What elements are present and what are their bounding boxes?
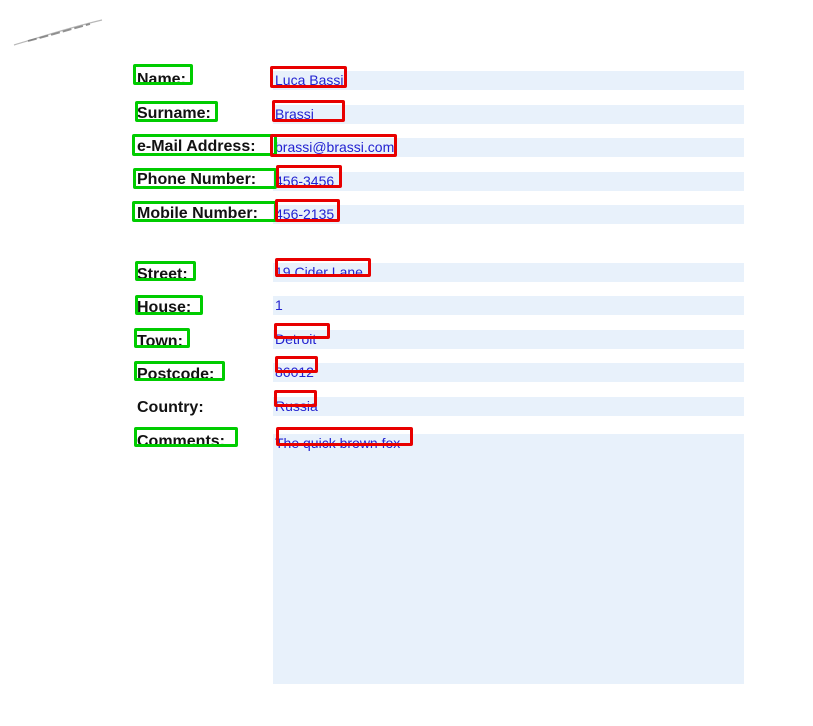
street-label: Street: <box>137 266 188 283</box>
mobile-label: Mobile Number: <box>137 205 258 222</box>
country-input[interactable]: Russia <box>273 396 744 416</box>
phone-label: Phone Number: <box>137 171 257 188</box>
mobile-value: 456-2135 <box>275 206 335 222</box>
street-value: 19 Cider Lane <box>275 263 363 280</box>
house-value: 1 <box>275 297 283 313</box>
surname-input[interactable]: Brassi <box>273 104 744 124</box>
town-value: Detroit <box>275 330 317 347</box>
house-label: House: <box>137 299 192 316</box>
surname-label: Surname: <box>137 105 211 122</box>
name-value: Luca Bassi <box>275 72 344 88</box>
comments-value: The quick brown fox <box>275 434 401 451</box>
postcode-input[interactable]: 86012 <box>273 363 744 382</box>
name-label: Name: <box>137 71 186 88</box>
name-input[interactable]: Luca Bassi <box>273 71 744 90</box>
country-label: Country: <box>137 399 204 416</box>
postcode-label: Postcode: <box>137 366 215 383</box>
phone-input[interactable]: 456-3456 <box>273 171 744 191</box>
phone-value: 456-3456 <box>275 172 335 189</box>
pen-stroke-decoration <box>13 19 103 46</box>
surname-value: Brassi <box>275 105 314 122</box>
email-input[interactable]: brassi@brassi.com <box>273 138 744 157</box>
comments-textarea[interactable]: The quick brown fox <box>273 433 744 684</box>
comments-label: Comments: <box>137 433 226 450</box>
street-input[interactable]: 19 Cider Lane <box>273 262 744 282</box>
email-value: brassi@brassi.com <box>275 139 395 155</box>
town-label: Town: <box>137 333 183 350</box>
postcode-value: 86012 <box>275 364 314 380</box>
house-input[interactable]: 1 <box>273 296 744 315</box>
mobile-input[interactable]: 456-2135 <box>273 205 744 224</box>
email-label: e-Mail Address: <box>137 138 256 155</box>
country-value: Russia <box>275 397 318 414</box>
town-input[interactable]: Detroit <box>273 329 744 349</box>
